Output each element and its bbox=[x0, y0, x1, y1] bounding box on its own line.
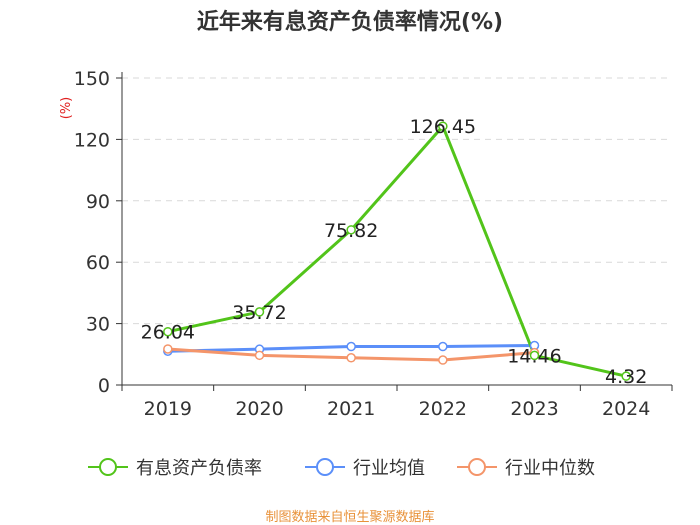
data-point-0 bbox=[346, 225, 356, 235]
legend-marker bbox=[316, 458, 334, 476]
legend-label: 有息资产负债率 bbox=[136, 458, 262, 479]
x-tick-label: 2024 bbox=[602, 398, 650, 420]
data-point-2 bbox=[438, 355, 448, 365]
legend-marker bbox=[468, 458, 486, 476]
legend-label: 行业均值 bbox=[353, 458, 425, 479]
data-point-2 bbox=[163, 344, 173, 354]
data-point-0 bbox=[438, 121, 448, 131]
data-label: 126.45 bbox=[410, 116, 476, 138]
data-point-1 bbox=[438, 341, 448, 352]
legend-marker bbox=[99, 458, 117, 476]
data-point-2 bbox=[254, 350, 265, 361]
data-point-0 bbox=[254, 307, 265, 317]
x-tick-label: 2020 bbox=[235, 398, 283, 420]
legend-label: 行业中位数 bbox=[505, 458, 595, 479]
data-point-0 bbox=[621, 371, 631, 381]
data-label: 4.32 bbox=[605, 366, 647, 388]
data-point-1 bbox=[346, 341, 356, 352]
x-tick-label: 2019 bbox=[144, 398, 192, 420]
y-tick-label: 120 bbox=[74, 129, 110, 151]
data-label: 14.46 bbox=[507, 345, 561, 367]
x-tick-label: 2022 bbox=[419, 398, 467, 420]
data-point-2 bbox=[346, 353, 356, 363]
data-point-0 bbox=[163, 326, 173, 337]
data-label: 26.04 bbox=[141, 322, 195, 344]
y-tick-label: 60 bbox=[86, 252, 110, 274]
data-label: 75.82 bbox=[324, 220, 378, 242]
y-tick-label: 90 bbox=[86, 191, 110, 213]
chart-title: 近年来有息资产负债率情况(%) bbox=[196, 10, 504, 35]
data-label: 35.72 bbox=[232, 302, 286, 324]
y-tick-label: 30 bbox=[86, 314, 110, 336]
series-line-0 bbox=[167, 124, 627, 378]
y-axis-label: (%) bbox=[59, 97, 74, 120]
x-tick-label: 2023 bbox=[510, 398, 558, 420]
y-tick-label: 150 bbox=[74, 68, 110, 90]
y-tick-label: 0 bbox=[98, 375, 110, 397]
source-note: 制图数据来自恒生聚源数据库 bbox=[265, 510, 435, 525]
data-point-0 bbox=[529, 350, 540, 361]
x-tick-label: 2021 bbox=[327, 398, 375, 420]
